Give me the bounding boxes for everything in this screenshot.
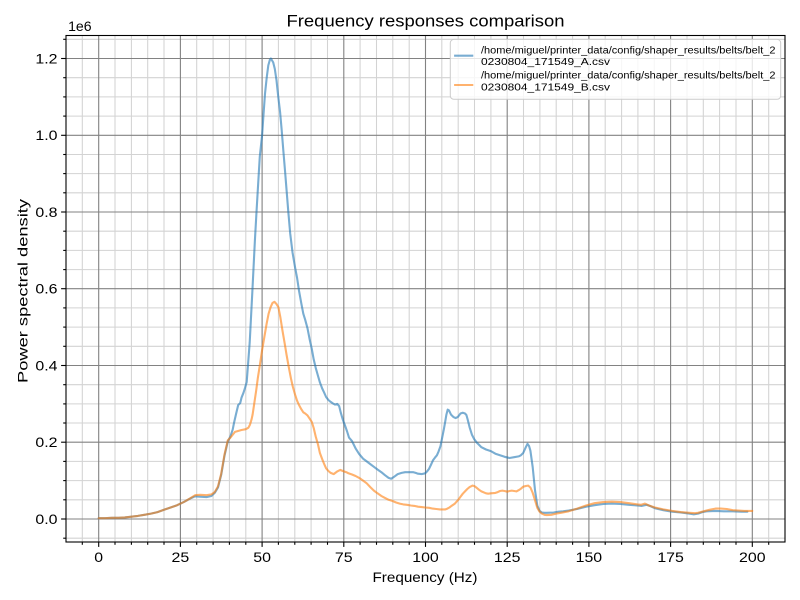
svg-text:150: 150 bbox=[576, 549, 603, 565]
svg-text:/home/miguel/printer_data/conf: /home/miguel/printer_data/config/shaper_… bbox=[481, 71, 776, 82]
svg-text:0230804_171549_A.csv: 0230804_171549_A.csv bbox=[481, 57, 610, 68]
svg-text:0.8: 0.8 bbox=[35, 204, 57, 220]
svg-text:0.2: 0.2 bbox=[35, 434, 57, 450]
svg-text:125: 125 bbox=[494, 549, 521, 565]
svg-text:175: 175 bbox=[657, 549, 684, 565]
svg-text:1e6: 1e6 bbox=[68, 18, 92, 34]
svg-text:1.0: 1.0 bbox=[35, 127, 57, 143]
svg-text:25: 25 bbox=[172, 549, 190, 565]
svg-text:/home/miguel/printer_data/conf: /home/miguel/printer_data/config/shaper_… bbox=[481, 45, 776, 56]
svg-text:50: 50 bbox=[253, 549, 271, 565]
svg-text:0: 0 bbox=[94, 549, 103, 565]
svg-text:0.0: 0.0 bbox=[35, 511, 57, 527]
svg-text:0.6: 0.6 bbox=[35, 281, 57, 297]
svg-text:100: 100 bbox=[412, 549, 439, 565]
svg-text:0.4: 0.4 bbox=[35, 357, 57, 373]
svg-text:Power spectral density: Power spectral density bbox=[15, 199, 31, 383]
svg-text:200: 200 bbox=[739, 549, 766, 565]
svg-text:Frequency responses comparison: Frequency responses comparison bbox=[287, 12, 565, 31]
svg-text:0230804_171549_B.csv: 0230804_171549_B.csv bbox=[481, 82, 610, 93]
svg-text:Frequency (Hz): Frequency (Hz) bbox=[373, 569, 478, 585]
svg-text:1.2: 1.2 bbox=[35, 50, 57, 66]
svg-text:75: 75 bbox=[335, 549, 353, 565]
